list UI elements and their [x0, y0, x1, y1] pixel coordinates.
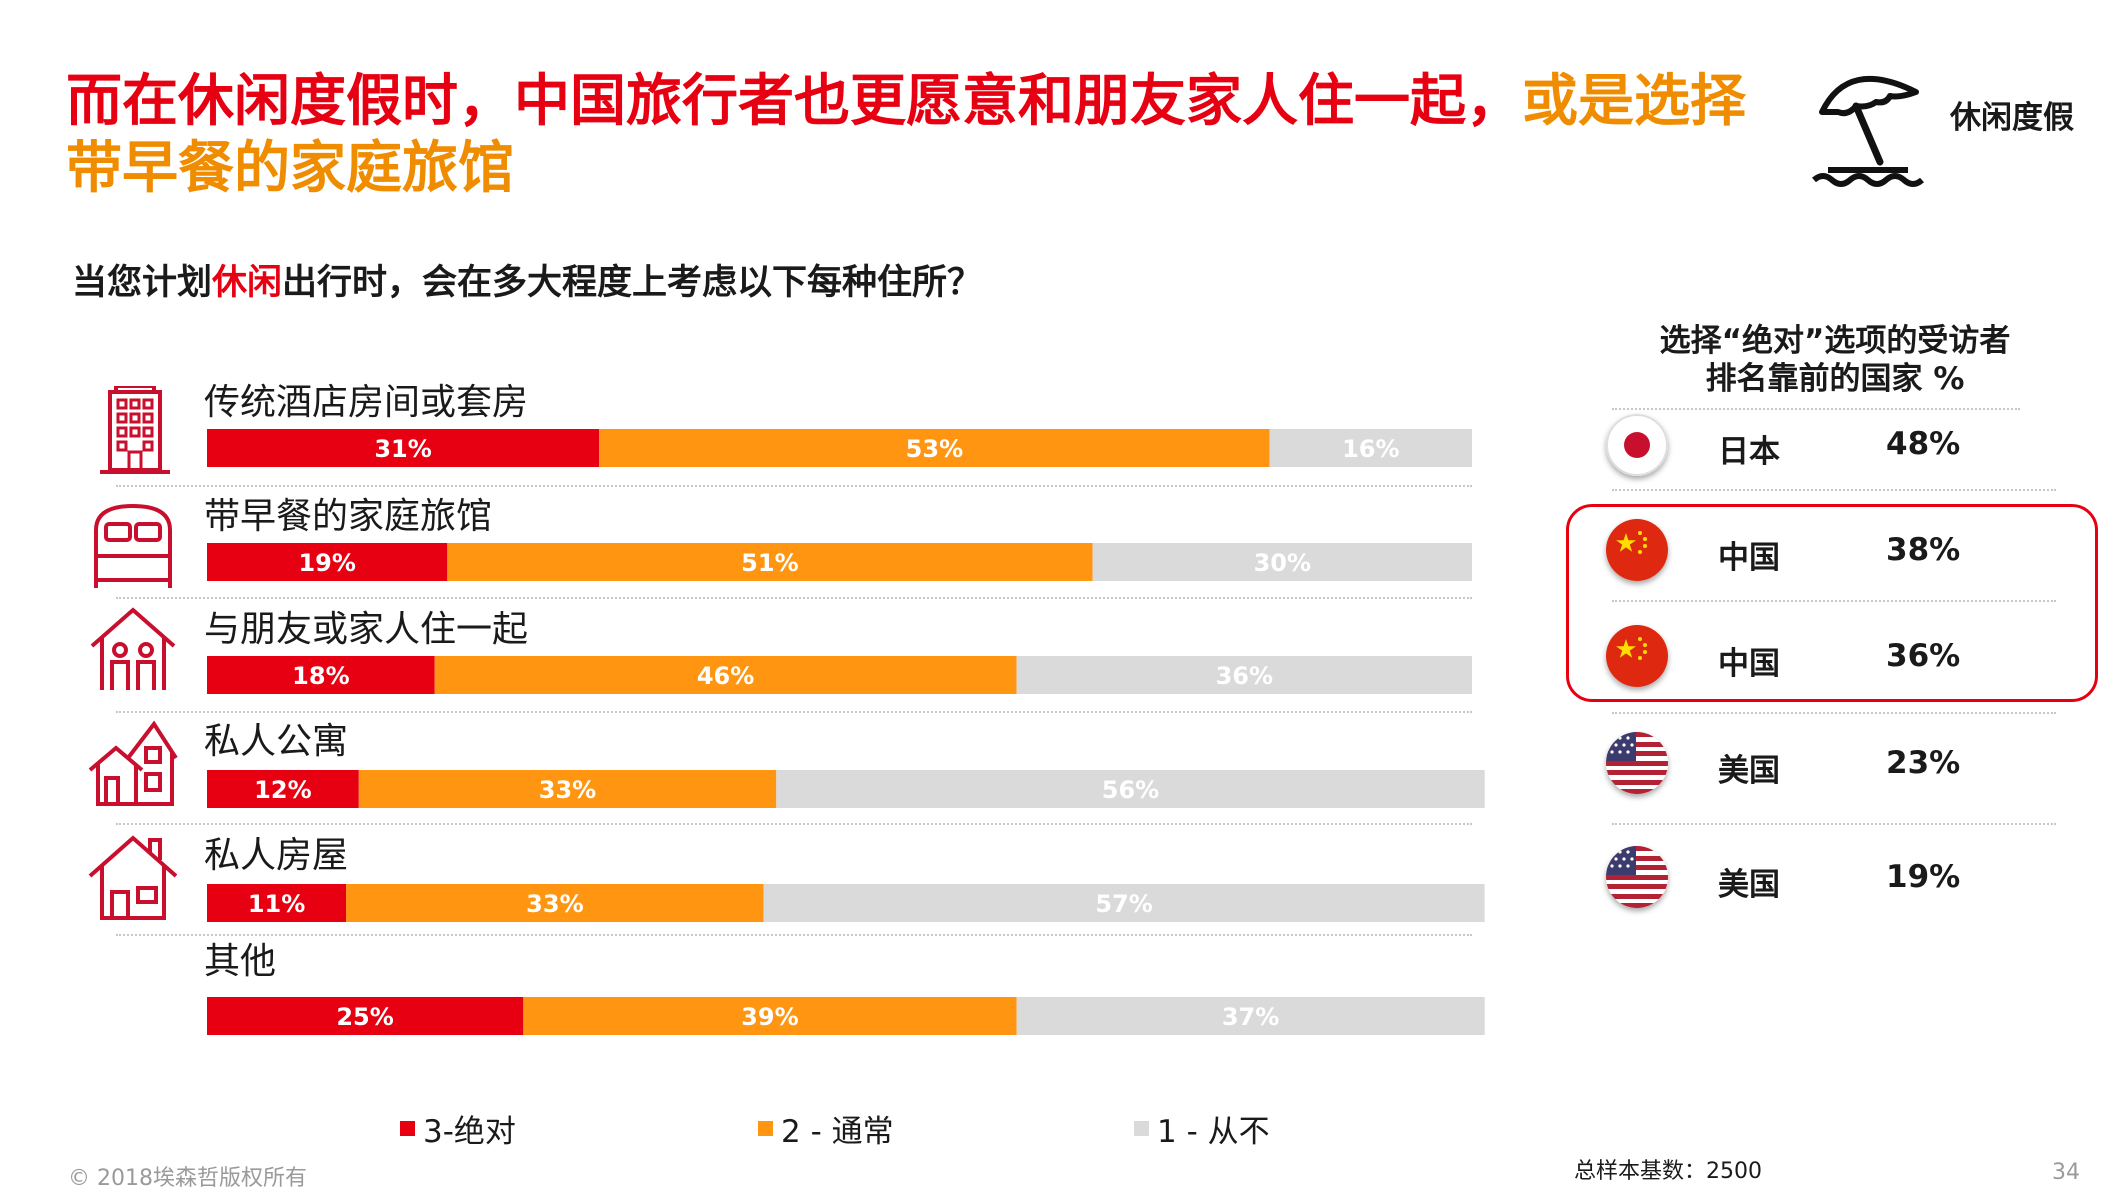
question-highlight: 休闲: [212, 263, 283, 303]
ranking-country: 中国: [1718, 540, 1780, 576]
copyright: © 2018埃森哲版权所有: [68, 1166, 307, 1191]
row-divider: [116, 934, 1472, 936]
ranking-country: 中国: [1718, 646, 1780, 682]
ranking-country: 日本: [1718, 434, 1780, 470]
bed-icon: [94, 503, 172, 588]
bar-label-absolute-4: 11%: [248, 890, 305, 918]
bar-usually-4: [346, 884, 764, 922]
bar-usually-2: [434, 656, 1017, 694]
title-part-1: 而在休闲度假时，中国旅行者也更愿意和朋友家人住一起，: [66, 69, 1522, 134]
bar-label-usually-1: 51%: [741, 549, 798, 577]
bar-label-usually-5: 39%: [741, 1003, 798, 1031]
apartment-icon: [88, 720, 178, 806]
ranking-title-line-1: 选择“绝对”选项的受访者: [1659, 323, 2011, 359]
category-label: 其他: [204, 941, 277, 982]
legend-item-usually: 2 - 通常: [758, 1106, 894, 1151]
ranking-percent: 23%: [1886, 745, 1961, 781]
bar-label-never-4: 57%: [1095, 890, 1152, 918]
category-label: 传统酒店房间或套房: [204, 382, 529, 423]
bar-absolute-1: [207, 543, 448, 581]
ranking-percent: 36%: [1886, 638, 1961, 674]
china-flag-icon: [1606, 625, 1668, 687]
badge-label: 休闲度假: [1950, 100, 2074, 136]
legend-label: 2 - 通常: [781, 1114, 894, 1150]
bar-never-2: [1016, 656, 1472, 694]
question-pre: 当您计划: [72, 263, 213, 303]
bar-never-4: [763, 884, 1485, 922]
bar-never-5: [1016, 997, 1485, 1035]
usa-flag-icon: [1606, 846, 1668, 908]
ranking-country: 美国: [1718, 753, 1780, 789]
bar-label-absolute-3: 12%: [254, 776, 311, 804]
ranking-percent: 48%: [1886, 426, 1961, 462]
bar-label-never-3: 56%: [1102, 776, 1159, 804]
bar-label-usually-4: 33%: [526, 890, 583, 918]
sample-size: 总样本基数：2500: [1574, 1159, 1762, 1184]
bar-label-usually-0: 53%: [906, 435, 963, 463]
category-label: 与朋友或家人住一起: [204, 609, 529, 650]
ranking-percent: 38%: [1886, 532, 1961, 568]
page-title: 而在休闲度假时，中国旅行者也更愿意和朋友家人住一起，或是选择带早餐的家庭旅馆: [66, 68, 1786, 202]
bar-absolute-5: [207, 997, 524, 1035]
legend-item-never: 1 - 从不: [1134, 1106, 1270, 1151]
house-icon: [88, 835, 178, 920]
bar-label-never-5: 37%: [1222, 1003, 1279, 1031]
bar-label-never-1: 30%: [1254, 549, 1311, 577]
question-post: 出行时，会在多大程度上考虑以下每种住所？: [282, 263, 983, 303]
bar-label-absolute-2: 18%: [292, 662, 349, 690]
bar-absolute-2: [207, 656, 435, 694]
bar-label-absolute-5: 25%: [336, 1003, 393, 1031]
ranking-title: 选择“绝对”选项的受访者 排名靠前的国家 %: [1600, 322, 2070, 398]
bar-label-absolute-0: 31%: [374, 435, 431, 463]
bar-never-1: [1092, 543, 1472, 581]
survey-question: 当您计划休闲出行时，会在多大程度上考虑以下每种住所？: [72, 254, 982, 305]
legend-label: 1 - 从不: [1157, 1114, 1270, 1150]
ranking-divider: [1612, 823, 2056, 825]
bar-label-never-0: 16%: [1342, 435, 1399, 463]
bar-label-absolute-1: 19%: [298, 549, 355, 577]
hotel-building-icon: [100, 386, 170, 474]
legend-swatch: [400, 1121, 415, 1136]
row-divider: [116, 823, 1472, 825]
ranking-divider: [1612, 489, 2056, 491]
legend-item-absolute: 3-绝对: [400, 1106, 516, 1151]
bar-usually-5: [523, 997, 1017, 1035]
category-label: 私人公寓: [204, 721, 349, 762]
bar-usually-3: [358, 770, 777, 808]
bar-never-0: [1269, 429, 1472, 467]
ranking-title-line-2: 排名靠前的国家 %: [1705, 361, 1965, 397]
row-divider: [116, 597, 1472, 599]
ranking-percent: 19%: [1886, 859, 1961, 895]
row-divider: [116, 711, 1472, 713]
bar-never-3: [776, 770, 1485, 808]
japan-flag-icon: [1606, 414, 1668, 476]
category-label: 带早餐的家庭旅馆: [204, 496, 493, 537]
china-flag-icon: [1606, 519, 1668, 581]
category-label: 私人房屋: [204, 835, 349, 876]
ranking-divider: [1612, 712, 2056, 714]
bar-label-usually-2: 46%: [697, 662, 754, 690]
row-divider: [116, 485, 1472, 487]
usa-flag-icon: [1606, 732, 1668, 794]
beach-umbrella-icon: [1812, 75, 1924, 187]
bar-absolute-3: [207, 770, 359, 808]
ranking-divider: [1612, 600, 2056, 602]
bar-absolute-4: [207, 884, 347, 922]
legend-label: 3-绝对: [423, 1114, 516, 1150]
bar-usually-1: [447, 543, 1093, 581]
bar-absolute-0: [207, 429, 600, 467]
bar-label-never-2: 36%: [1216, 662, 1273, 690]
china-highlight-box: [1566, 504, 2098, 702]
bar-label-usually-3: 33%: [539, 776, 596, 804]
bar-usually-0: [599, 429, 1270, 467]
ranking-country: 美国: [1718, 867, 1780, 903]
family-house-icon: [90, 607, 176, 690]
title-part-2: 或是选择带早餐的家庭旅馆: [66, 69, 1746, 201]
page-number: 34: [2052, 1160, 2080, 1185]
ranking-divider: [1612, 408, 2020, 410]
legend-swatch: [758, 1121, 773, 1136]
legend-swatch: [1134, 1121, 1149, 1136]
